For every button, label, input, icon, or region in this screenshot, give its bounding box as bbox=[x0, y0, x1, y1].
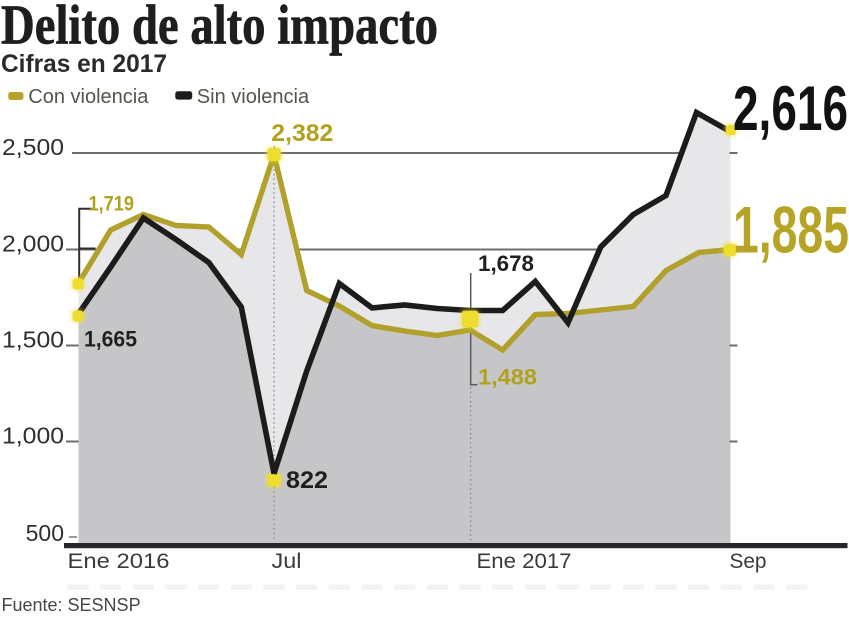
svg-text:Sin violencia: Sin violencia bbox=[197, 86, 310, 108]
svg-text:1,665: 1,665 bbox=[84, 327, 137, 352]
svg-text:Cifras en 2017: Cifras en 2017 bbox=[1, 50, 167, 78]
svg-text:500: 500 bbox=[26, 520, 64, 546]
svg-text:822: 822 bbox=[286, 467, 328, 494]
svg-text:2,616: 2,616 bbox=[733, 74, 848, 144]
svg-text:Sep: Sep bbox=[730, 550, 767, 573]
svg-text:Con violencia: Con violencia bbox=[28, 86, 149, 108]
svg-text:2,000: 2,000 bbox=[2, 231, 64, 257]
svg-text:Fuente: SESNSP: Fuente: SESNSP bbox=[2, 595, 141, 615]
svg-text:Ene 2017: Ene 2017 bbox=[477, 550, 572, 573]
svg-text:Ene 2016: Ene 2016 bbox=[68, 550, 170, 573]
svg-text:2,382: 2,382 bbox=[271, 120, 333, 147]
svg-text:1,678: 1,678 bbox=[478, 251, 534, 276]
svg-text:1,885: 1,885 bbox=[733, 193, 849, 267]
svg-text:1,000: 1,000 bbox=[2, 423, 64, 449]
svg-text:Jul: Jul bbox=[272, 550, 302, 573]
svg-text:2,500: 2,500 bbox=[2, 134, 64, 160]
svg-text:Delito de alto impacto: Delito de alto impacto bbox=[1, 0, 438, 57]
svg-text:1,488: 1,488 bbox=[478, 365, 537, 390]
svg-text:1,500: 1,500 bbox=[2, 327, 64, 353]
svg-text:1,719: 1,719 bbox=[89, 193, 135, 216]
